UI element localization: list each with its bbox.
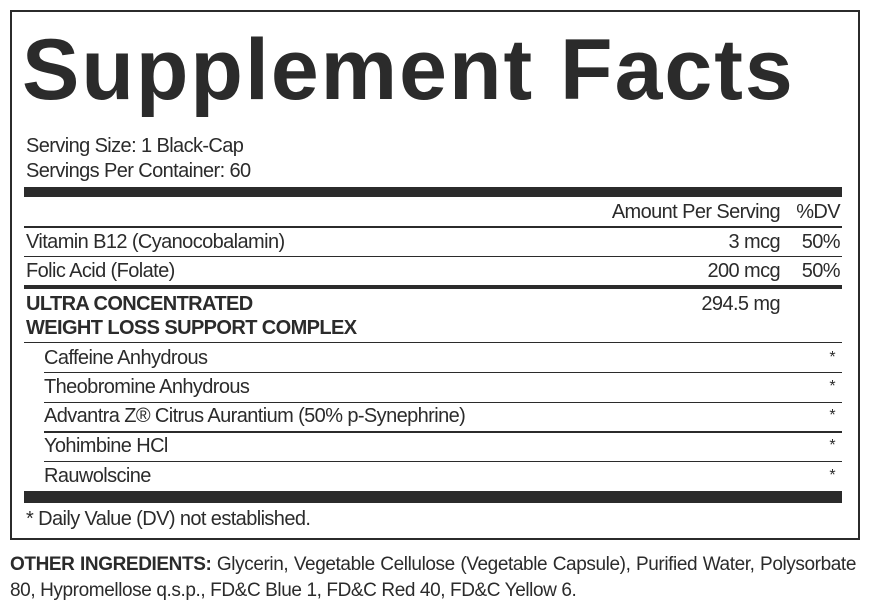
- divider: [24, 256, 842, 257]
- complex-item-name: Yohimbine HCl: [44, 435, 168, 457]
- divider: [44, 402, 842, 403]
- complex-name-line1: ULTRA CONCENTRATED: [26, 293, 253, 315]
- other-ingredients-label: OTHER INGREDIENTS:: [10, 554, 212, 575]
- divider: [24, 342, 842, 343]
- supplement-facts-panel: [10, 10, 860, 540]
- nutrient-dv: 50%: [801, 260, 841, 282]
- complex-item-dv: *: [829, 467, 835, 484]
- divider-thick: [24, 491, 842, 503]
- complex-item-dv: *: [829, 378, 835, 395]
- nutrient-name: Vitamin B12 (Cyanocobalamin): [26, 231, 285, 253]
- complex-item-dv: *: [829, 437, 835, 454]
- nutrient-name: Folic Acid (Folate): [26, 260, 175, 282]
- divider-medium: [24, 285, 842, 289]
- serving-size: Serving Size: 1 Black-Cap: [26, 135, 244, 157]
- footnote: * Daily Value (DV) not established.: [26, 508, 311, 530]
- complex-amount: 294.5 mg: [701, 293, 780, 315]
- divider: [44, 372, 842, 373]
- divider: [44, 461, 842, 462]
- other-ingredients-text: Glycerin, Vegetable Cellulose (Vegetable…: [10, 554, 856, 601]
- panel-title: Supplement Facts: [22, 22, 795, 118]
- complex-item-name: Rauwolscine: [44, 465, 151, 487]
- complex-item-name: Theobromine Anhydrous: [44, 376, 250, 398]
- complex-item-name: Advantra Z® Citrus Aurantium (50% p-Syne…: [44, 405, 466, 427]
- amount-header: Amount Per Serving: [611, 201, 781, 223]
- complex-item-name: Caffeine Anhydrous: [44, 347, 208, 369]
- divider: [44, 431, 842, 433]
- complex-item-dv: *: [829, 349, 835, 366]
- servings-per-container: Servings Per Container: 60: [26, 160, 251, 182]
- other-ingredients: OTHER INGREDIENTS: Glycerin, Vegetable C…: [10, 552, 856, 604]
- complex-name-line2: WEIGHT LOSS SUPPORT COMPLEX: [26, 317, 357, 339]
- complex-item-dv: *: [829, 407, 835, 424]
- divider: [24, 226, 842, 228]
- nutrient-dv: 50%: [801, 231, 841, 253]
- nutrient-amount: 3 mcg: [728, 231, 781, 253]
- dv-header: %DV: [796, 201, 840, 223]
- divider-thick: [24, 187, 842, 197]
- nutrient-amount: 200 mcg: [707, 260, 780, 282]
